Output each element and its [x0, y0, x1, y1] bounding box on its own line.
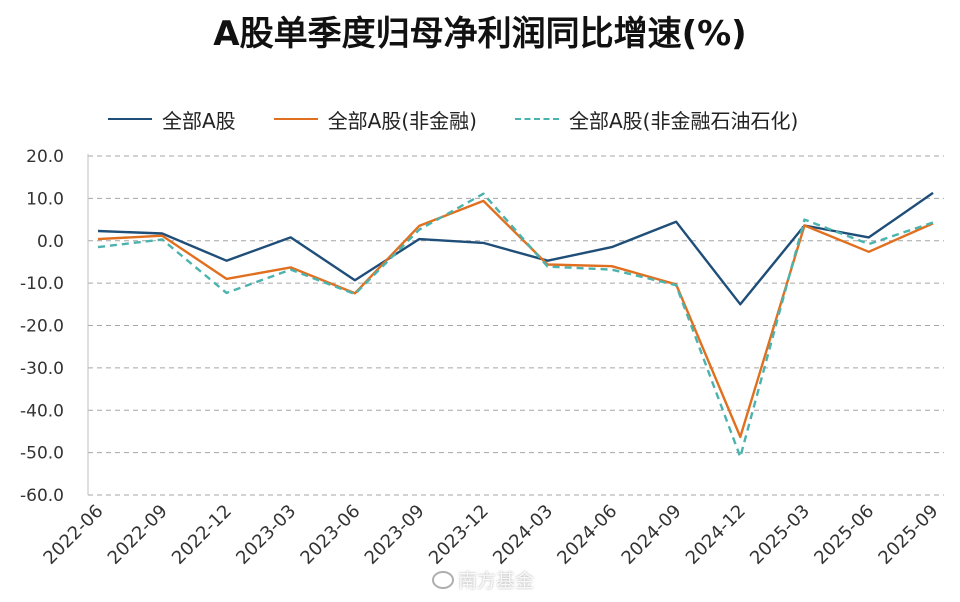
y-tick-label: 0.0 — [37, 232, 64, 252]
legend-swatch-non-financial — [273, 118, 318, 120]
watermark: 南方基金 — [432, 566, 534, 593]
y-tick-label: -50.0 — [20, 444, 64, 464]
legend: 全部A股 全部A股(非金融) 全部A股(非金融石油石化) — [108, 104, 798, 134]
x-tick-label: 2022-09 — [104, 501, 172, 569]
x-tick-label: 2024-09 — [618, 501, 686, 569]
x-tick-label: 2023-09 — [361, 501, 429, 569]
y-tick-label: -30.0 — [20, 359, 64, 379]
x-tick-label: 2022-06 — [39, 501, 107, 569]
y-tick-label: -60.0 — [20, 486, 64, 506]
series-line-2 — [97, 192, 934, 459]
x-tick-label: 2023-03 — [232, 501, 300, 569]
legend-label-non-financial-ex-petro: 全部A股(非金融石油石化) — [568, 108, 799, 133]
y-tick-label: 10.0 — [26, 189, 64, 209]
watermark-text: 南方基金 — [458, 570, 535, 592]
x-tick-label: 2025-06 — [810, 501, 878, 569]
series-line-1 — [97, 199, 934, 439]
y-tick-label: -10.0 — [20, 274, 64, 294]
y-tick-label: -20.0 — [20, 317, 64, 337]
x-tick-label: 2024-12 — [682, 501, 750, 569]
x-tick-label: 2024-06 — [553, 501, 621, 569]
x-tick-label: 2022-12 — [168, 501, 236, 569]
y-tick-label: 20.0 — [26, 147, 64, 167]
legend-label-all-a: 全部A股 — [162, 108, 236, 133]
legend-label-non-financial: 全部A股(非金融) — [327, 108, 477, 133]
legend-item-non-financial-ex-petro: 全部A股(非金融石油石化) — [514, 105, 799, 134]
legend-item-all-a: 全部A股 — [108, 105, 236, 134]
legend-swatch-all-a — [108, 118, 152, 120]
legend-item-non-financial: 全部A股(非金融) — [273, 105, 477, 134]
x-tick-label: 2024-03 — [489, 501, 557, 569]
y-tick-label: -40.0 — [20, 401, 64, 421]
x-tick-label: 2023-06 — [296, 501, 364, 569]
x-tick-label: 2025-09 — [874, 501, 942, 569]
weibo-icon — [432, 570, 454, 589]
legend-swatch-non-financial-ex-petro — [514, 118, 559, 120]
x-tick-label: 2023-12 — [425, 501, 493, 569]
x-tick-label: 2025-03 — [746, 501, 814, 569]
chart-title: A股单季度归母净利润同比增速(%) — [213, 14, 747, 54]
series-line-0 — [97, 191, 934, 306]
